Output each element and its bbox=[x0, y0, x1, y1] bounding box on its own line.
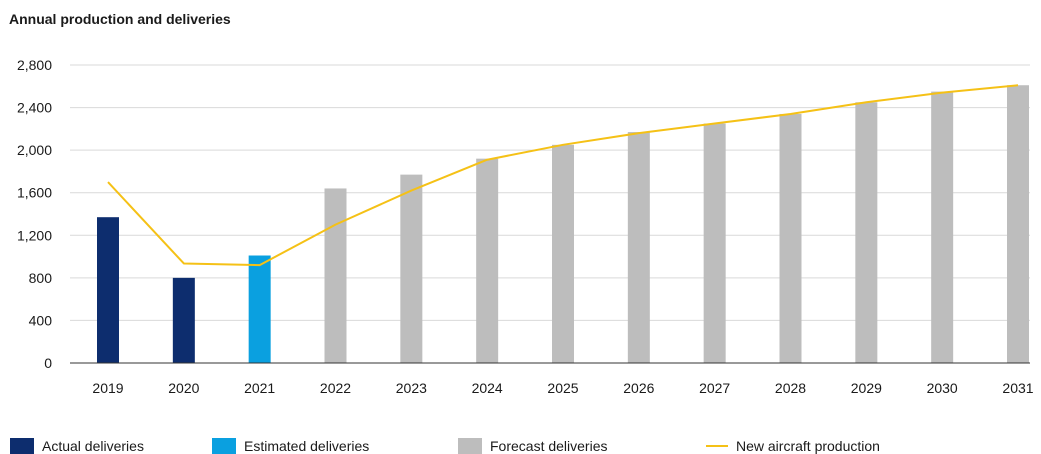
bar-forecast bbox=[627, 132, 650, 363]
y-tick-label: 1,600 bbox=[17, 185, 52, 201]
bar-forecast bbox=[552, 144, 574, 363]
bar-forecast bbox=[855, 102, 878, 363]
y-tick-label: 800 bbox=[29, 270, 53, 286]
legend-swatch-production bbox=[706, 445, 728, 447]
bar-actual bbox=[172, 277, 195, 363]
bar-forecast bbox=[476, 158, 499, 363]
x-tick-label: 2030 bbox=[927, 380, 958, 396]
production-line bbox=[107, 84, 1019, 267]
y-tick-label: 2,800 bbox=[17, 57, 52, 73]
legend-label-actual: Actual deliveries bbox=[42, 438, 144, 454]
legend-label-estimated: Estimated deliveries bbox=[244, 438, 370, 454]
y-tick-label: 2,000 bbox=[17, 142, 52, 158]
y-tick-label: 400 bbox=[29, 312, 53, 328]
x-tick-label: 2019 bbox=[92, 380, 123, 396]
legend-item-actual: Actual deliveries bbox=[10, 438, 212, 454]
x-tick-label: 2024 bbox=[472, 380, 503, 396]
x-tick-label: 2031 bbox=[1002, 380, 1033, 396]
y-tick-label: 2,400 bbox=[17, 100, 52, 116]
legend-swatch-forecast bbox=[458, 438, 482, 454]
legend-item-production: New aircraft production bbox=[706, 438, 880, 454]
x-tick-label: 2027 bbox=[699, 380, 730, 396]
x-tick-label: 2026 bbox=[623, 380, 654, 396]
legend-swatch-actual bbox=[10, 438, 34, 454]
chart-title: Annual production and deliveries bbox=[9, 11, 231, 27]
x-tick-label: 2020 bbox=[168, 380, 199, 396]
x-tick-label: 2028 bbox=[775, 380, 806, 396]
bar-forecast bbox=[931, 91, 954, 363]
y-tick-label: 1,200 bbox=[17, 227, 52, 243]
bar-actual bbox=[97, 217, 119, 363]
bar-forecast bbox=[1007, 85, 1029, 363]
bar-forecast bbox=[703, 123, 726, 364]
chart-legend: Actual deliveries Estimated deliveries F… bbox=[10, 438, 880, 454]
legend-item-forecast: Forecast deliveries bbox=[458, 438, 706, 454]
bar-forecast bbox=[779, 113, 802, 363]
x-tick-label: 2025 bbox=[547, 380, 578, 396]
legend-swatch-estimated bbox=[212, 438, 236, 454]
x-tick-label: 2021 bbox=[244, 380, 275, 396]
y-tick-label: 0 bbox=[44, 355, 52, 371]
x-tick-label: 2022 bbox=[320, 380, 351, 396]
legend-label-forecast: Forecast deliveries bbox=[490, 438, 608, 454]
legend-item-estimated: Estimated deliveries bbox=[212, 438, 458, 454]
legend-label-production: New aircraft production bbox=[736, 438, 880, 454]
x-tick-label: 2029 bbox=[851, 380, 882, 396]
bar-estimated bbox=[248, 255, 271, 363]
x-tick-label: 2023 bbox=[396, 380, 427, 396]
bar-forecast bbox=[400, 174, 423, 363]
bar-forecast bbox=[324, 188, 347, 363]
